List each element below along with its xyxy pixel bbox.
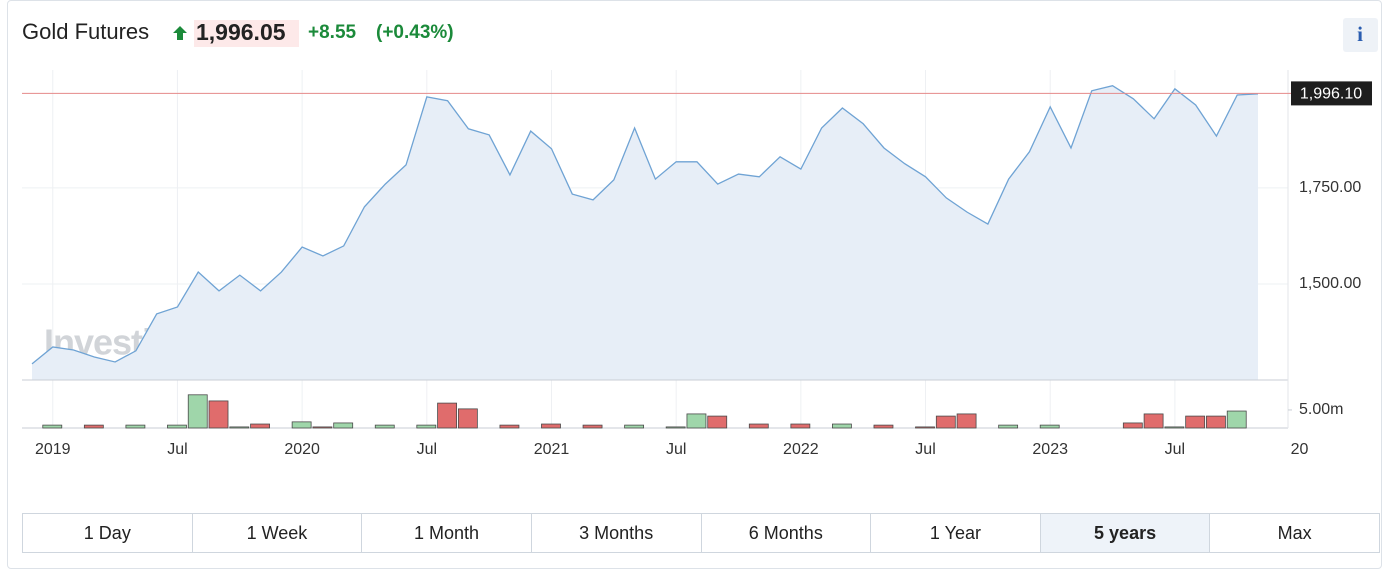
x-tick-label: 2021 <box>534 441 570 458</box>
volume-bar <box>437 402 457 429</box>
volume-bar <box>873 424 894 429</box>
volume-bar <box>229 426 250 429</box>
volume-bar <box>624 424 645 429</box>
volume-bar <box>125 424 146 429</box>
range-button[interactable]: Max <box>1277 522 1312 543</box>
volume-bar <box>1143 413 1164 429</box>
card <box>7 0 1382 569</box>
volume-bar <box>187 394 208 429</box>
x-tick-label: Jul <box>167 441 187 458</box>
range-button[interactable]: 5 years <box>1040 514 1211 552</box>
volume-bar <box>42 424 63 429</box>
volume-bar <box>1122 422 1143 429</box>
range-button[interactable]: 3 Months <box>532 514 702 552</box>
price-line <box>31 85 1259 365</box>
volume-bar <box>1185 415 1206 429</box>
range-button[interactable]: 1 Year <box>871 514 1041 552</box>
volume-bar <box>582 424 603 429</box>
range-buttons: 1 Day 1 Week 1 Month 3 Months 6 Months 1 Year… <box>22 513 1380 553</box>
volume-bar <box>416 424 437 429</box>
price: 1,996.05 <box>196 19 286 45</box>
volume-bar <box>83 424 104 429</box>
volume-bar <box>499 424 520 429</box>
volume-bar <box>167 424 187 429</box>
range-button[interactable]: 1 Month <box>362 514 532 552</box>
info-button[interactable] <box>1343 18 1378 52</box>
volume-tick-label: 5.00m <box>1299 401 1343 418</box>
price-highlight <box>194 20 299 47</box>
chart: Gold Futures 1,996.05 +8.55 (+0.43%) i 2… <box>22 18 1378 458</box>
range-button[interactable]: 1 Week <box>193 514 363 552</box>
x-tick-label: 2020 <box>284 441 320 458</box>
volume-bar <box>748 423 769 429</box>
area <box>32 85 1258 380</box>
info-icon[interactable]: i <box>1357 22 1363 46</box>
volume-bar <box>686 413 707 429</box>
volume-bar <box>541 423 561 429</box>
x-tick-label: Jul <box>915 441 935 458</box>
volume-bar <box>935 415 956 429</box>
change-pct: (+0.43%) <box>376 22 454 43</box>
x-tick-label: Jul <box>417 441 437 458</box>
change: +8.55 <box>308 22 357 43</box>
volume-bar <box>1206 415 1226 429</box>
y-tick-label: 1,500.00 <box>1299 275 1361 292</box>
range-button[interactable]: 1 Day <box>23 514 193 552</box>
last-price-box <box>1291 81 1372 106</box>
volume-bar <box>312 426 333 429</box>
x-tick-label: 2019 <box>35 441 71 458</box>
volume-bar <box>707 415 728 429</box>
title: Gold Futures <box>22 19 149 44</box>
volume-bar <box>250 423 270 429</box>
x-tick-label: 2023 <box>1032 441 1068 458</box>
volume-bar <box>457 408 478 429</box>
volume-bar <box>998 424 1019 429</box>
volume-bar <box>1226 410 1247 429</box>
y-tick-label: 1,750.00 <box>1299 179 1361 196</box>
volume-bar <box>1164 426 1185 429</box>
x-tick-label: 2022 <box>783 441 819 458</box>
volume-bar <box>333 422 354 429</box>
volume-bar <box>291 421 312 429</box>
volume-bar <box>374 424 395 429</box>
volume-bar <box>665 426 686 429</box>
range-button[interactable]: 6 Months <box>702 514 872 552</box>
x-tick-label: Jul <box>666 441 686 458</box>
volume-bar <box>1039 424 1060 429</box>
last-price-label: 1,996.10 <box>1300 86 1362 103</box>
volume-bar <box>208 400 229 429</box>
volume-bar <box>915 426 935 429</box>
up-arrow <box>173 26 187 40</box>
x-tick-label: Jul <box>1165 441 1185 458</box>
volume-bar <box>956 413 977 429</box>
x-tick-label: 20 <box>1291 441 1309 458</box>
volume-bar <box>832 423 852 429</box>
volume-bar <box>790 423 811 429</box>
